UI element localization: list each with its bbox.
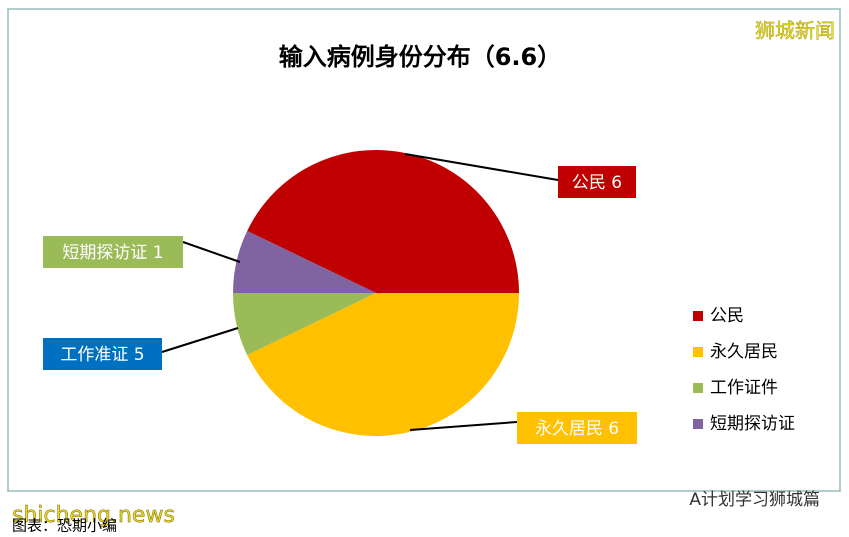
pie-slice <box>247 149 520 293</box>
legend-label: 工作证件 <box>710 378 778 398</box>
data-label: 工作准证 5 <box>60 345 144 365</box>
watermark: A计划学习狮城篇 <box>689 490 820 510</box>
legend-swatch <box>693 311 703 321</box>
data-label: 短期探访证 1 <box>62 243 163 263</box>
legend-label: 短期探访证 <box>710 414 795 434</box>
legend-swatch <box>693 419 703 429</box>
leader-line <box>404 153 559 181</box>
pie-slice <box>233 230 376 293</box>
data-label-box <box>558 166 636 198</box>
data-label: 永久居民 6 <box>535 419 619 439</box>
leader-line <box>182 241 241 263</box>
chart-title: 输入病例身份分布（6.6） <box>279 43 562 71</box>
pie-slice <box>233 293 376 356</box>
legend-swatch <box>693 383 703 393</box>
data-label-box <box>517 412 637 444</box>
leader-line <box>161 327 239 353</box>
data-label: 公民 6 <box>572 173 622 193</box>
caption: 图表：恐期小编 <box>12 517 117 535</box>
legend-swatch <box>693 347 703 357</box>
pie-slice <box>247 293 520 437</box>
watermark: shicheng.news <box>12 503 175 528</box>
watermark: 狮城新闻 <box>755 19 835 43</box>
data-label-box <box>43 236 183 268</box>
data-label-box <box>43 338 162 370</box>
legend-label: 公民 <box>710 306 744 326</box>
leader-line <box>409 421 518 431</box>
legend-label: 永久居民 <box>710 342 778 362</box>
